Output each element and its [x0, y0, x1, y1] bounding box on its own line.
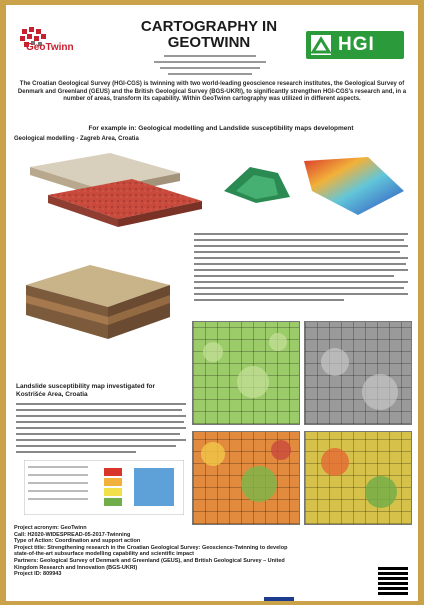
- title-line-2: GEOTWINN: [167, 34, 251, 51]
- landslide-text-block: [16, 402, 186, 458]
- footer-line: Project title: Strengthening research in…: [14, 544, 288, 551]
- intro-paragraph: The Croatian Geological Survey (HGI-CGS)…: [17, 81, 407, 102]
- map-panel-green: [192, 321, 300, 425]
- map-panel-orange: [192, 431, 300, 525]
- footer-line: Type of Action: Coordination and support…: [14, 538, 141, 545]
- footer-line: state-of-the-art subsurface modelling ca…: [14, 551, 195, 558]
- surface-heatmap-model: [304, 157, 404, 215]
- text-lines: [194, 233, 408, 301]
- geotwinn-logo-text: GeoTwinn: [26, 42, 74, 53]
- authors-block: [124, 54, 296, 75]
- footer-line: Call: H2020-WIDESPREAD-05-2017-Twinning: [14, 531, 131, 538]
- geomodelling-heading: Geological modelling - Zagreb Area, Croa…: [14, 136, 139, 142]
- hgi-mark-icon: [310, 35, 332, 55]
- modelling-text-block: [194, 232, 408, 308]
- author-text-lines: [154, 55, 266, 75]
- title-line-1: CARTOGRAPHY IN: [140, 18, 278, 35]
- poster: GeoTwinn CARTOGRAPHY IN GEOTWINN HGI The…: [6, 5, 418, 601]
- map-panel-yellow: [304, 431, 412, 525]
- geological-cross-section: [26, 265, 170, 339]
- footer-line: Partners: Geological Survey of Denmark a…: [14, 557, 285, 564]
- footer-line: Kingdom Research and Innovation (BGS-UKR…: [14, 564, 138, 571]
- eu-flag-icon: [264, 597, 294, 601]
- poster-title: CARTOGRAPHY IN GEOTWINN: [114, 19, 304, 51]
- geotwinn-mark-icon: [20, 27, 46, 47]
- hgi-logo: HGI: [306, 31, 404, 59]
- text-lines: [16, 403, 186, 453]
- geological-model-blocks: [30, 153, 202, 227]
- qr-code-icon: [378, 565, 408, 595]
- hgi-logo-text: HGI: [338, 34, 375, 55]
- map-panel-grey: [304, 321, 412, 425]
- project-footer: Project acronym: GeoTwinn Call: H2020-WI…: [14, 525, 374, 578]
- landslide-heading: Landslide susceptibility map investigate…: [16, 383, 156, 398]
- geotwinn-logo: [18, 25, 100, 61]
- footer-line: Project ID: 809943: [14, 571, 62, 578]
- footer-line: Project acronym: GeoTwinn: [14, 525, 87, 531]
- green-terrain-model: [224, 167, 290, 203]
- example-heading: For example in: Geological modelling and…: [88, 125, 354, 132]
- legend-table-graphic: [24, 460, 184, 515]
